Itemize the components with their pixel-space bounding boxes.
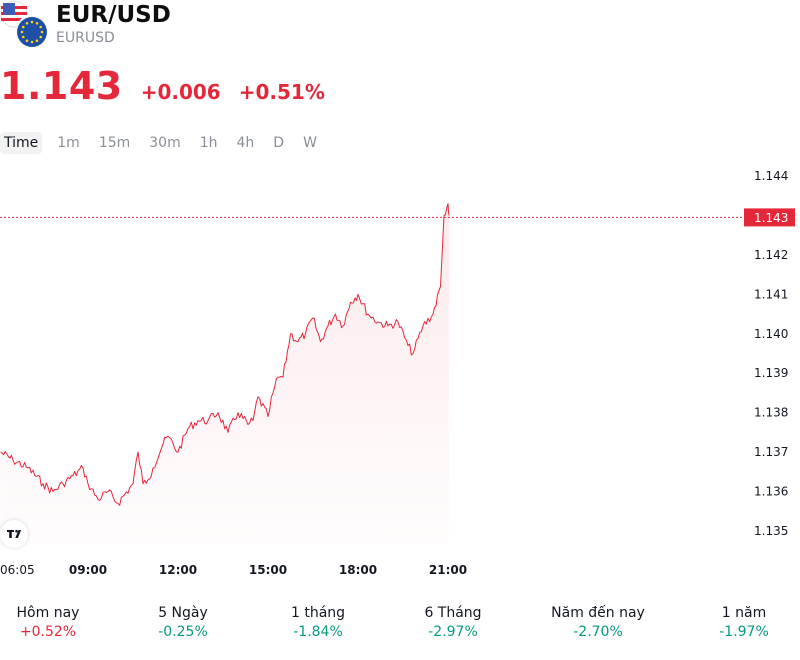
performance-period-value: -0.25% bbox=[158, 624, 208, 640]
currency-flags-icon bbox=[0, 0, 49, 49]
performance-period-label: Năm đến nay bbox=[551, 605, 645, 621]
performance-period-label: 1 tháng bbox=[290, 605, 346, 621]
last-price: 1.143 bbox=[0, 64, 123, 108]
performance-period-value: -1.97% bbox=[719, 624, 769, 640]
performance-period-value: -1.84% bbox=[293, 624, 343, 640]
tab-interval[interactable]: 15m bbox=[98, 135, 131, 151]
y-axis-tick-label: 1.138 bbox=[754, 406, 788, 420]
current-price-badge bbox=[744, 208, 795, 227]
performance-item[interactable]: 6 Tháng -2.97% bbox=[383, 605, 523, 640]
price-area-fill bbox=[0, 203, 449, 545]
performance-period-label: 6 Tháng bbox=[424, 605, 482, 621]
y-axis-tick-label: 1.137 bbox=[754, 445, 788, 459]
x-axis-tick-label: 21:00 bbox=[429, 563, 467, 577]
current-price-badge-label: 1.143 bbox=[754, 211, 788, 225]
performance-period-value: -2.97% bbox=[428, 624, 478, 640]
y-axis-tick-label: 1.141 bbox=[754, 287, 788, 301]
tab-interval[interactable]: 30m bbox=[149, 135, 181, 151]
performance-item[interactable]: 1 năm -1.97% bbox=[674, 605, 800, 640]
symbol-ticker: EURUSD bbox=[56, 30, 115, 46]
performance-period-value: -2.70% bbox=[573, 624, 623, 640]
price-change: +0.006 bbox=[140, 80, 221, 104]
tab-interval[interactable]: D bbox=[273, 135, 285, 151]
symbol-title: EUR/USD bbox=[56, 2, 171, 28]
performance-item[interactable]: Năm đến nay -2.70% bbox=[528, 605, 668, 640]
y-axis-tick-label: 1.144 bbox=[754, 169, 788, 183]
interval-tabs: Time 1m 15m 30m 1h 4h D W bbox=[0, 132, 332, 154]
price-chart[interactable]: 1.144 1.143 1.142 1.141 1.140 1.139 1.138 1.137… bbox=[0, 160, 800, 590]
performance-period-label: Hôm nay bbox=[16, 605, 80, 621]
tab-interval[interactable]: Time bbox=[0, 132, 43, 154]
performance-period-label: 5 Ngày bbox=[158, 605, 208, 621]
tradingview-logo-icon[interactable] bbox=[0, 520, 28, 548]
tab-interval[interactable]: W bbox=[303, 135, 317, 151]
performance-item[interactable]: 1 tháng -1.84% bbox=[248, 605, 388, 640]
performance-period-label: 1 năm bbox=[721, 605, 767, 621]
performance-item[interactable]: 5 Ngày -0.25% bbox=[113, 605, 253, 640]
x-axis-tick-label: 18:00 bbox=[339, 563, 377, 577]
x-axis-tick-label: 15:00 bbox=[249, 563, 287, 577]
price-change-percent: +0.51% bbox=[238, 80, 325, 104]
quote-row: 1.143 +0.006 +0.51% bbox=[0, 64, 325, 108]
x-axis-tick-label: 09:00 bbox=[69, 563, 107, 577]
y-axis-tick-label: 1.136 bbox=[754, 485, 788, 499]
tab-interval[interactable]: 1m bbox=[57, 135, 80, 151]
y-axis-tick-label: 1.140 bbox=[754, 327, 788, 341]
performance-period-value: +0.52% bbox=[19, 624, 77, 640]
price-line bbox=[0, 203, 450, 506]
x-axis-tick-label: 12:00 bbox=[159, 563, 197, 577]
tab-interval[interactable]: 4h bbox=[236, 135, 255, 151]
performance-item[interactable]: Hôm nay +0.52% bbox=[0, 605, 118, 640]
y-axis-tick-label: 1.135 bbox=[754, 524, 788, 538]
y-axis-tick-label: 1.139 bbox=[754, 366, 788, 380]
y-axis-tick-label: 1.142 bbox=[754, 248, 788, 262]
x-axis-tick-label: 06:05 bbox=[0, 563, 35, 577]
tab-interval[interactable]: 1h bbox=[199, 135, 218, 151]
